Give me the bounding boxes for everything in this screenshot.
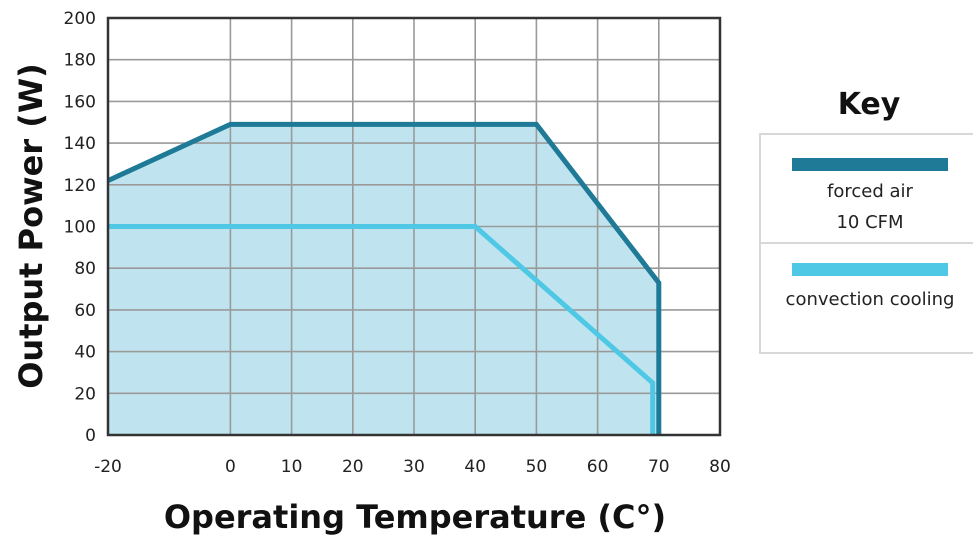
x-tick-label: 20 xyxy=(342,457,364,477)
y-tick-label: 180 xyxy=(64,51,96,71)
x-tick-label: 10 xyxy=(281,457,303,477)
y-tick-label: 20 xyxy=(74,384,96,404)
legend-swatch-1 xyxy=(792,263,948,276)
series-line-0 xyxy=(106,121,662,435)
series-line-1 xyxy=(108,224,656,435)
y-tick-label: 100 xyxy=(64,218,96,238)
x-tick-label: 30 xyxy=(403,457,425,477)
legend-label-1: convection cooling xyxy=(786,289,955,310)
legend-title: Key xyxy=(838,87,901,122)
legend-sublabel-0: 10 CFM xyxy=(836,212,903,233)
y-tick-label: 120 xyxy=(64,176,96,196)
x-tick-label: 40 xyxy=(464,457,486,477)
x-tick-label: 80 xyxy=(709,457,731,477)
x-axis-title: Operating Temperature (C°) xyxy=(164,498,666,535)
forced-air-area xyxy=(108,124,659,436)
y-tick-label: 80 xyxy=(74,259,96,279)
legend-swatch-0 xyxy=(792,158,948,171)
y-tick-label: 0 xyxy=(85,426,96,446)
x-tick-label: -20 xyxy=(94,457,122,477)
y-tick-label: 60 xyxy=(74,301,96,321)
series-layer xyxy=(106,121,662,435)
y-axis-title: Output Power (W) xyxy=(12,63,50,389)
x-tick-label: 60 xyxy=(587,457,609,477)
y-tick-label: 140 xyxy=(64,134,96,154)
x-tick-labels: -20 0 10 20 30 40 50 60 70 80 xyxy=(94,457,731,477)
legend: Key forced air 10 CFM convection cooling xyxy=(759,87,973,354)
y-tick-label: 40 xyxy=(74,343,96,363)
plot-frame xyxy=(106,16,722,437)
legend-label-0: forced air xyxy=(827,181,914,202)
x-tick-label: 70 xyxy=(648,457,670,477)
x-tick-label: 50 xyxy=(526,457,548,477)
x-tick-label: 0 xyxy=(225,457,236,477)
area-fill-layer xyxy=(108,124,659,436)
legend-items: forced air 10 CFM convection cooling xyxy=(786,158,955,310)
y-tick-label: 160 xyxy=(64,92,96,112)
y-tick-labels: 0 20 40 60 80 100 120 140 160 180 200 xyxy=(64,9,96,446)
y-tick-label: 200 xyxy=(64,9,96,29)
